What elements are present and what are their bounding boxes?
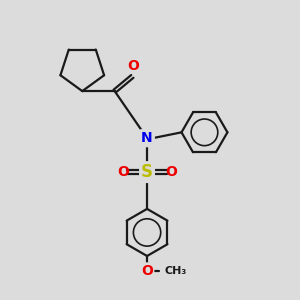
Text: O: O (141, 264, 153, 278)
Text: O: O (117, 165, 129, 179)
Text: S: S (141, 163, 153, 181)
Text: O: O (165, 165, 177, 179)
Text: O: O (127, 59, 139, 73)
Text: CH₃: CH₃ (165, 266, 187, 276)
Text: N: N (141, 131, 153, 145)
